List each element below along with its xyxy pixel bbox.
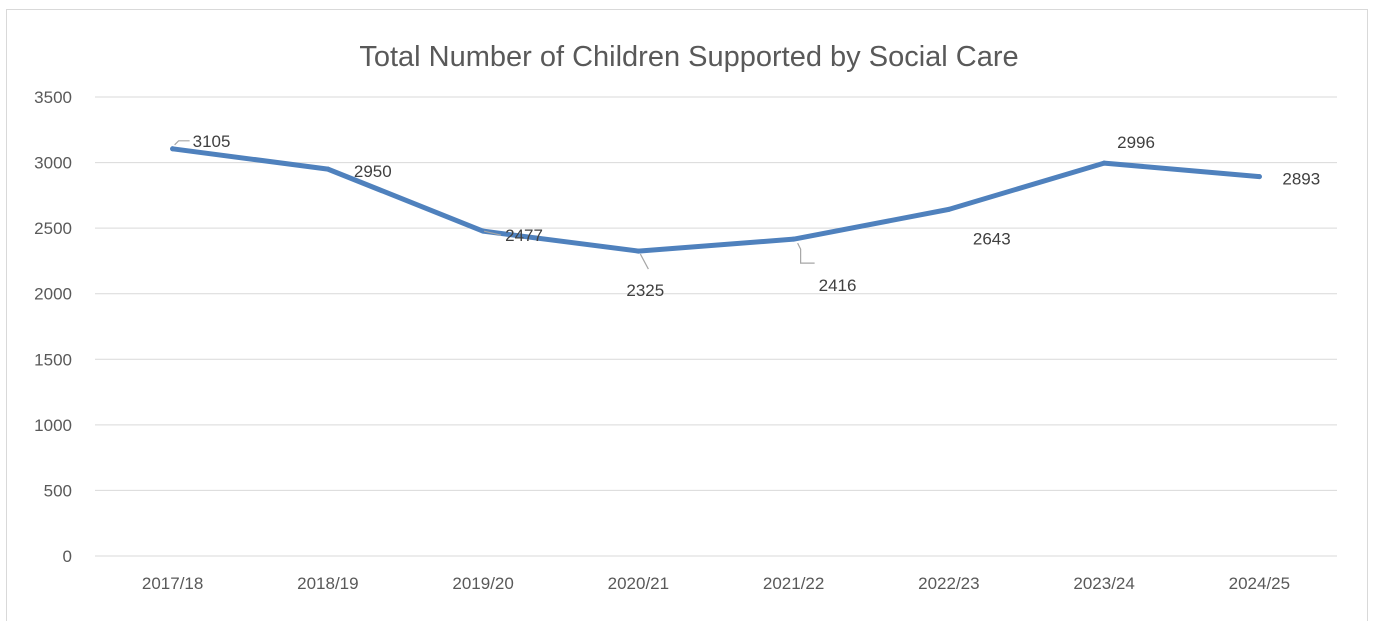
data-point xyxy=(1101,160,1107,166)
y-axis: 0 500 1000 1500 2000 2500 3000 3500 xyxy=(34,88,72,566)
x-tick-label: 2019/20 xyxy=(452,574,513,593)
data-point xyxy=(635,248,641,254)
leader-line xyxy=(639,253,649,270)
chart-title: Total Number of Children Supported by So… xyxy=(359,41,1018,73)
data-labels: 3105 2950 2477 2325 2416 2643 2996 2893 xyxy=(174,132,1320,300)
data-point xyxy=(325,166,331,172)
data-point xyxy=(946,206,952,212)
leader-line xyxy=(174,140,190,146)
y-tick-label: 2500 xyxy=(34,219,72,238)
data-point xyxy=(480,228,486,234)
y-tick-label: 1500 xyxy=(34,350,72,369)
x-tick-label: 2021/22 xyxy=(763,574,824,593)
data-label: 2325 xyxy=(626,281,664,300)
data-label: 2950 xyxy=(354,162,392,181)
data-label: 2996 xyxy=(1117,133,1155,152)
data-label: 2477 xyxy=(505,226,543,245)
series-line xyxy=(170,146,1262,254)
gridlines xyxy=(95,96,1337,557)
y-tick-label: 3500 xyxy=(34,88,72,107)
x-tick-label: 2022/23 xyxy=(918,574,979,593)
x-tick-label: 2020/21 xyxy=(608,574,669,593)
data-label: 2416 xyxy=(819,276,857,295)
y-tick-label: 3000 xyxy=(34,154,72,173)
y-tick-label: 2000 xyxy=(34,285,72,304)
x-tick-label: 2023/24 xyxy=(1073,574,1134,593)
data-point xyxy=(170,146,176,152)
x-axis: 2017/18 2018/19 2019/20 2020/21 2021/22 2022/… xyxy=(142,574,1290,593)
data-point xyxy=(1256,174,1262,180)
leader-line xyxy=(797,242,815,264)
y-tick-label: 0 xyxy=(63,547,72,566)
series-layer xyxy=(170,146,1262,254)
x-tick-label: 2018/19 xyxy=(297,574,358,593)
data-label: 2893 xyxy=(1282,170,1320,189)
chart-area xyxy=(6,9,1368,621)
x-tick-label: 2024/25 xyxy=(1229,574,1290,593)
data-label: 3105 xyxy=(193,132,231,151)
data-label: 2643 xyxy=(973,229,1011,248)
y-tick-label: 500 xyxy=(44,481,72,500)
y-tick-label: 1000 xyxy=(34,416,72,435)
data-point xyxy=(791,236,797,242)
leader-line xyxy=(483,230,502,236)
x-tick-label: 2017/18 xyxy=(142,574,203,593)
